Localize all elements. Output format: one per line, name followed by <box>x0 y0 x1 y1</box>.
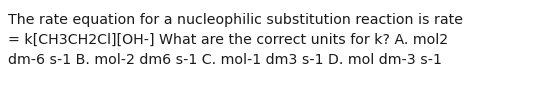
Text: The rate equation for a nucleophilic substitution reaction is rate
= k[CH3CH2Cl]: The rate equation for a nucleophilic sub… <box>8 13 463 67</box>
